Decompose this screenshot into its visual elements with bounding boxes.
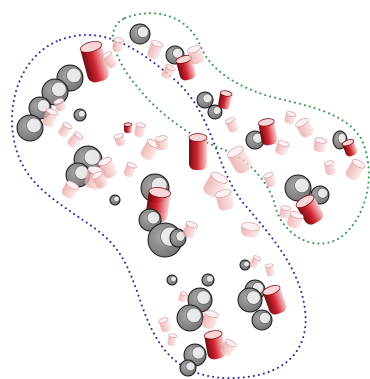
cylinder-glyph xyxy=(147,40,164,60)
cylinder-glyph xyxy=(186,45,205,65)
cylinder-glyph xyxy=(284,111,297,125)
cylinder-glyph xyxy=(169,228,187,248)
cylinder-glyph xyxy=(279,205,291,219)
cylinder-glyph xyxy=(196,91,214,109)
cylinder-glyph xyxy=(166,274,178,286)
cylinder-glyph xyxy=(287,211,304,229)
cylinder-glyph xyxy=(240,222,260,238)
cylinder-glyph xyxy=(203,330,226,360)
cylinder-glyph xyxy=(79,41,110,83)
cylinder-glyph xyxy=(258,118,278,146)
cylinder-glyph xyxy=(58,122,73,138)
cylinder-glyph xyxy=(154,135,169,151)
cylinder-glyph xyxy=(98,157,117,179)
cylinder-glyph xyxy=(161,64,176,80)
cylinder-glyph xyxy=(245,130,265,150)
cylinder-glyph xyxy=(42,108,59,128)
cylinder-glyph xyxy=(264,263,275,277)
cylinder-glyph xyxy=(202,310,219,330)
cylinder-glyph xyxy=(158,317,172,333)
cylinder-glyph xyxy=(218,90,233,110)
cluster-a-outline xyxy=(11,34,307,379)
cylinder-glyph xyxy=(176,304,204,332)
cylinder-glyph xyxy=(345,159,366,181)
cylinder-glyph xyxy=(313,137,328,153)
cylinder-glyph xyxy=(275,140,290,156)
cylinder-glyph xyxy=(61,180,80,199)
cylinder-glyph xyxy=(295,117,314,138)
cylinder-glyph xyxy=(262,285,287,315)
cylinder-glyph xyxy=(28,96,52,120)
cylinder-glyph xyxy=(112,37,125,53)
cylinder-glyph xyxy=(113,133,126,147)
cylinder-glyph xyxy=(178,291,189,303)
cylinder-glyph xyxy=(201,273,215,287)
cylinder-glyph xyxy=(179,359,197,377)
cylinder-glyph xyxy=(310,185,330,205)
cylinder-glyph xyxy=(182,221,198,239)
cylinder-glyph xyxy=(167,333,178,347)
cylinder-glyph xyxy=(226,145,252,174)
cylinder-glyph xyxy=(16,114,44,142)
cylinder-glyph xyxy=(134,122,147,138)
cylinder-glyph xyxy=(342,139,358,157)
cylinder-glyph xyxy=(215,189,235,211)
cylinder-glyph xyxy=(323,160,336,176)
cylinder-glyph xyxy=(91,171,108,189)
cylinder-glyphs xyxy=(16,23,366,377)
cylinder-glyph xyxy=(237,287,263,313)
cylinder-glyph xyxy=(284,174,312,202)
cylinder-glyph xyxy=(188,133,208,170)
cylinder-glyph xyxy=(224,117,239,133)
cylinder-glyph xyxy=(123,122,133,133)
cylinder-glyph xyxy=(109,194,121,206)
cylinder-glyph xyxy=(207,104,223,120)
cylinder-glyph xyxy=(73,108,87,122)
cylinder-glyph xyxy=(67,131,84,148)
cylinder-glyph xyxy=(249,255,262,269)
cylinder-glyph xyxy=(129,23,151,45)
cylinder-glyph xyxy=(263,172,277,188)
cylinder-glyph xyxy=(102,51,118,69)
cylinder-glyph xyxy=(251,309,273,331)
cylinder-glyph xyxy=(123,162,137,178)
cylinder-glyph xyxy=(220,339,237,357)
cylinder-glyph xyxy=(239,259,251,271)
cylinder-glyph xyxy=(53,98,66,112)
